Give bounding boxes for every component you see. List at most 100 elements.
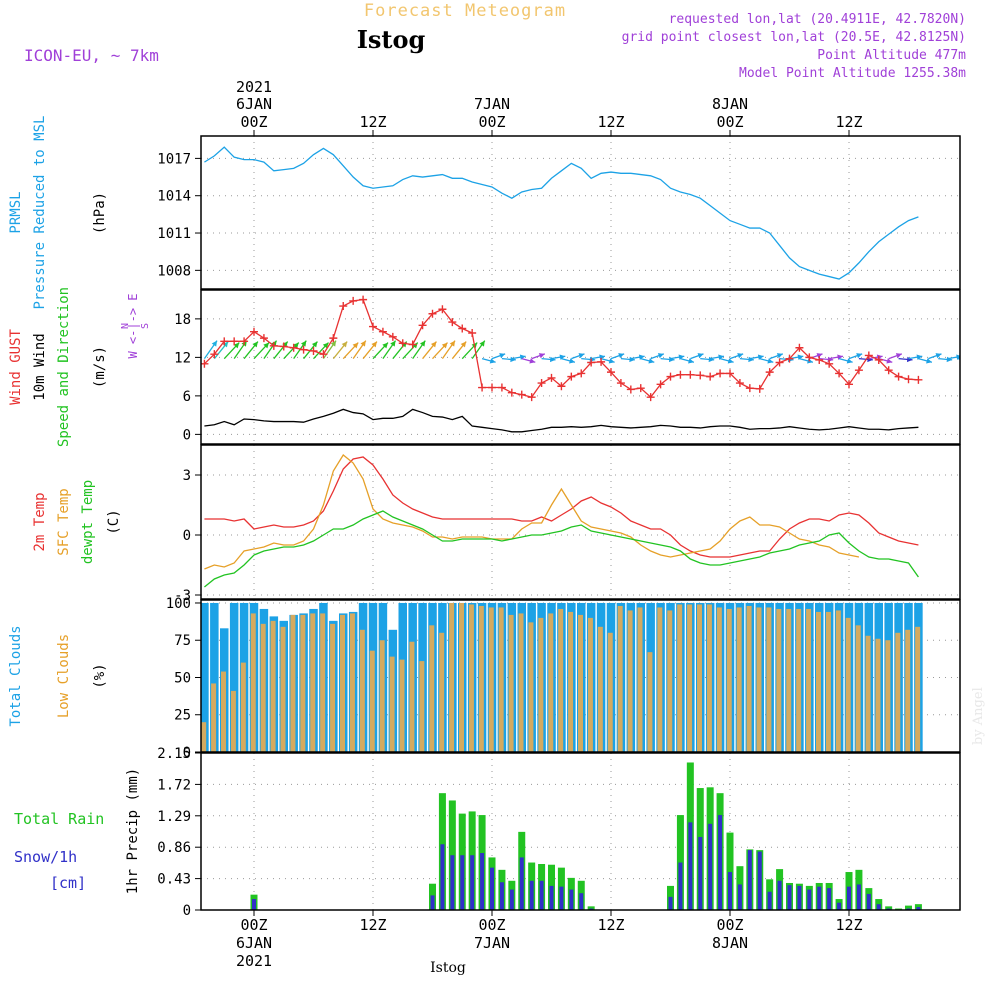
temp-2m-line [204,456,919,558]
gust-marker [378,327,387,336]
wind-arrowhead [797,354,804,360]
snow-bar [509,889,514,910]
low-cloud-bar [211,683,217,752]
gust-marker [815,355,824,364]
gust-marker [250,327,258,336]
info-line-1: requested lon,lat (20.4911E, 42.7820N) [669,12,966,27]
y-axis-label: Wind GUST [8,329,24,405]
y-axis-label: Total Clouds [8,625,24,726]
wind-arrowhead [569,358,575,364]
top-hour-label: 00Z [478,113,505,131]
snow-bar [470,855,475,910]
y-axis-label: Pressure Reduced to MSL [32,116,48,310]
wind-arrowhead [419,340,426,347]
low-cloud-bar [597,626,603,752]
gust-marker [626,385,635,394]
gust-marker [745,384,754,393]
low-cloud-bar [766,607,772,752]
low-cloud-bar [548,613,554,752]
low-cloud-bar [756,607,762,752]
low-cloud-bar [647,652,653,752]
low-cloud-bar [399,659,405,752]
wind-arrowhead [430,341,437,348]
y-tick-label: 50 [174,670,191,686]
gust-marker [597,357,606,366]
snow-bar [430,895,435,910]
snow-bar [519,857,524,910]
low-cloud-bar [697,604,702,752]
wind-arrowhead [549,356,556,363]
wind-arrowhead [727,358,734,364]
snow-bar [460,855,465,910]
low-cloud-bar [845,617,851,752]
gust-marker [914,375,923,384]
low-cloud-bar [518,613,524,752]
wind-arrowhead [382,342,389,349]
panel-pressure: 1008 1011 1014 1017 PRMSL Pressure Reduced to… [8,116,961,310]
gust-marker [259,334,268,343]
gust-marker [795,343,804,352]
gust-marker [686,370,695,379]
snow-bar [797,885,802,910]
wind-arrowhead [886,358,893,364]
rain-legend-label: Total Rain [14,810,104,828]
wind-arrowhead [748,356,754,363]
total-cloud-bar [210,602,219,752]
top-date-label: 8JAN [712,95,748,113]
low-cloud-bar [290,614,296,752]
gust-marker [527,393,536,402]
snow-bar [737,884,742,910]
footer-station-label: Istog [430,960,466,976]
gust-marker [845,380,853,389]
bottom-hour-label: 12Z [597,916,624,934]
wind-arrowhead [906,356,913,363]
wind-arrowhead [668,356,675,363]
wind-arrowhead [510,356,516,363]
gust-marker [735,379,744,388]
gust-marker [577,369,586,378]
gust-marker [864,351,873,360]
top-date-label: 7JAN [474,95,510,113]
low-cloud-bar [687,604,693,752]
gust-marker [408,340,417,349]
plot-area [250,762,922,910]
gust-marker [894,372,903,381]
low-cloud-bar [508,614,514,752]
low-cloud-bar [498,607,504,752]
snow-bar [688,822,693,910]
panel-wind: 0 6 12 18 Wind GUST 10m Wind Speed and Directi… [8,287,961,447]
top-hour-label: 12Z [835,113,862,131]
bottom-hour-label: 00Z [716,916,743,934]
gust-marker [468,328,477,337]
low-cloud-bar [835,610,841,752]
wind-arrowhead [233,342,240,349]
snow-bar [827,888,832,910]
rain-bar [726,832,734,910]
snow-bar [539,880,544,910]
low-cloud-bar [369,650,375,752]
snow-units-label: [cm] [50,874,86,892]
panel-frame [200,599,961,753]
wind-arrowhead [718,354,724,360]
low-cloud-bar [201,722,207,752]
gust-marker [458,324,467,333]
wind-arrowhead [300,340,307,347]
wind-arrowhead [460,341,467,348]
y-tick-label: 0 [183,903,191,919]
gust-marker [616,379,625,388]
pressure-line [204,146,919,280]
gust-marker [398,339,407,348]
gust-marker [359,295,368,304]
panel-frame [200,444,961,600]
wind-arrowhead [578,353,585,359]
wind-arrowhead [816,353,823,359]
y-axis-label: PRMSL [8,191,24,233]
low-cloud-bar [915,626,921,752]
low-cloud-bar [885,640,891,752]
bottom-hour-label: 00Z [240,916,267,934]
snow-bar [529,880,534,910]
gust-marker [716,369,725,378]
snow-bar [728,872,732,910]
wind-arrowhead [352,342,359,349]
